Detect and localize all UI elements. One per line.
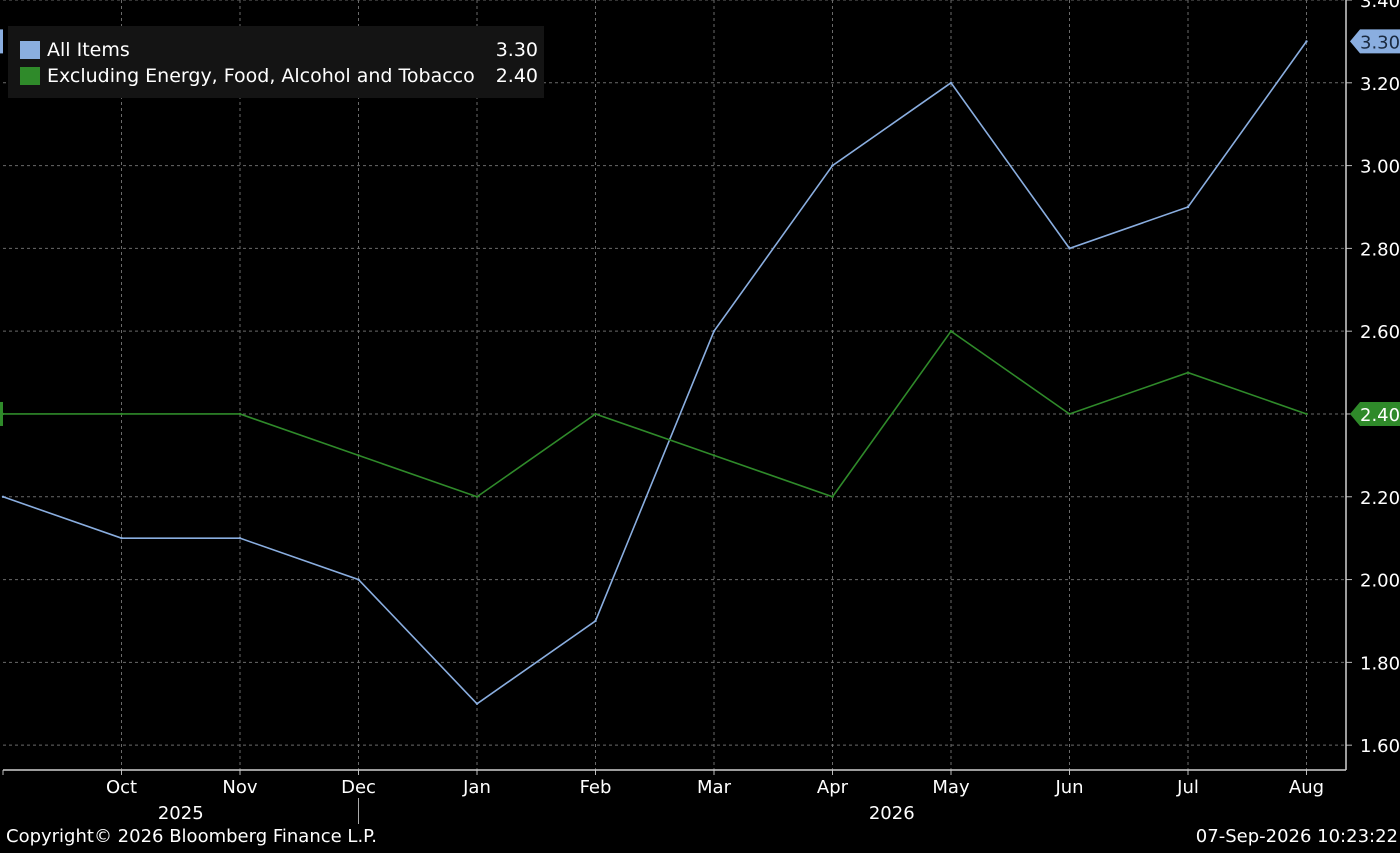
last-value-marker [1350,401,1400,426]
y-tick-label: 3.40 [1360,0,1400,12]
tick-labels: 1.60 1.80 2.00 2.20 2.40 2.60 2.80 3.00 3.20 3.40… [106,0,1400,824]
legend-value: 2.40 [495,65,538,87]
x-tick-label: Nov [222,777,257,798]
x-tick-label: Jul [1176,777,1199,798]
y-tick-label: 2.20 [1360,488,1400,509]
data-point [1305,40,1308,43]
y-tick-label: 3.00 [1360,157,1400,178]
left-edge-tab [0,29,3,54]
x-tick-label: Oct [106,777,137,798]
data-point [120,536,123,540]
data-point [357,454,360,457]
legend-value: 3.30 [495,39,538,61]
series-lines [1,40,1308,705]
x-tick-label: Apr [817,777,849,798]
axes [2,0,1352,824]
grid [3,0,1346,770]
data-point [238,536,242,540]
data-point [120,412,123,416]
legend-swatch-core [20,67,40,85]
year-label: 2025 [158,803,204,824]
legend-label: Excluding Energy, Food, Alcohol and Toba… [47,65,475,87]
data-point [594,412,597,416]
data-point [712,329,716,333]
legend-item-all-items[interactable]: All Items 3.30 [20,39,538,61]
left-edge-tab [0,401,3,426]
series-line-0 [2,40,1308,705]
data-point [594,619,597,623]
data-point [475,702,479,705]
data-point [1186,371,1190,374]
data-point [1068,412,1071,416]
y-tick-label: 2.60 [1360,322,1400,343]
data-point [712,454,716,457]
last-value-markers: 3.30 2.40 [0,29,1400,426]
data-point [238,412,242,416]
data-point [831,495,834,498]
data-point [1068,247,1071,250]
x-tick-label: Jan [462,777,491,798]
data-point [949,329,953,333]
copyright-text: Copyright© 2026 Bloomberg Finance L.P. [6,826,377,847]
data-point [1,495,5,498]
y-tick-label: 3.20 [1360,74,1400,95]
x-tick-label: Mar [697,777,732,798]
data-point [1186,205,1190,209]
legend-label: All Items [47,39,130,61]
last-value-marker [1350,29,1400,54]
data-point [1305,412,1308,416]
y-tick-label: 1.60 [1360,736,1400,757]
timestamp-text: 07-Sep-2026 10:23:22 [1195,826,1398,847]
last-value-label: 3.30 [1360,32,1400,53]
legend-swatch-all-items [20,41,40,59]
data-point [357,578,360,581]
data-point [831,164,834,167]
last-value-label: 2.40 [1360,405,1400,426]
x-tick-label: May [932,777,970,798]
data-point [949,81,953,84]
data-point [475,495,479,498]
x-tick-label: Feb [580,777,612,798]
legend-item-core[interactable]: Excluding Energy, Food, Alcohol and Toba… [20,65,538,87]
legend: All Items 3.30 Excluding Energy, Food, A… [8,26,544,98]
x-tick-label: Aug [1289,777,1324,798]
y-tick-label: 2.80 [1360,239,1400,260]
y-tick-label: 2.00 [1360,571,1400,592]
y-tick-label: 1.80 [1360,653,1400,674]
x-tick-label: Dec [341,777,376,798]
year-label: 2026 [869,803,915,824]
series-line-1 [3,330,1307,498]
x-tick-label: Jun [1054,777,1083,798]
